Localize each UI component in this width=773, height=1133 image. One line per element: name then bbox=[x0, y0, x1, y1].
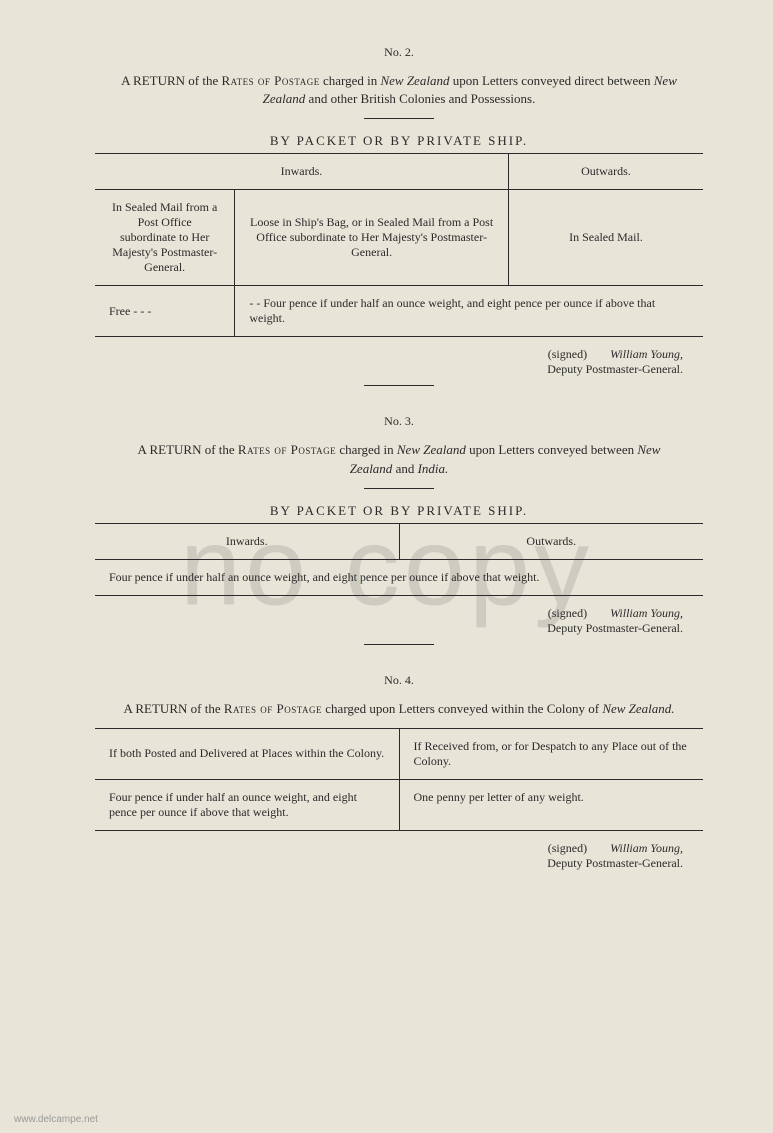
col1-header: If both Posted and Delivered at Places w… bbox=[95, 729, 399, 780]
title-smallcaps: Rates of Postage bbox=[224, 701, 322, 716]
header-inwards: Inwards. bbox=[95, 154, 508, 190]
title-text: upon Letters conveyed between bbox=[466, 442, 637, 457]
title-italic: India. bbox=[418, 461, 449, 476]
signed-label: (signed) bbox=[548, 347, 587, 361]
col1-header: In Sealed Mail from a Post Office subord… bbox=[95, 190, 235, 286]
signature-block: (signed) William Young, Deputy Postmaste… bbox=[95, 841, 703, 871]
col2-body: One penny per letter of any weight. bbox=[399, 779, 703, 830]
table-row: Free - - - - - Four pence if under half … bbox=[95, 286, 703, 337]
section-title: A RETURN of the Rates of Postage charged… bbox=[95, 700, 703, 718]
rule-separator bbox=[364, 385, 434, 386]
rule-separator bbox=[95, 336, 703, 337]
col3-header: In Sealed Mail. bbox=[508, 190, 703, 286]
section-number: No. 3. bbox=[95, 414, 703, 429]
signature-block: (signed) William Young, Deputy Postmaste… bbox=[95, 347, 703, 377]
col2-header: If Received from, or for Despatch to any… bbox=[399, 729, 703, 780]
title-text: upon Letters conveyed direct between bbox=[449, 73, 653, 88]
header-inwards: Inwards. bbox=[95, 524, 399, 560]
col1-body: Four pence if under half an ounce weight… bbox=[95, 779, 399, 830]
rule-separator bbox=[95, 595, 703, 596]
section-title: A RETURN of the Rates of Postage charged… bbox=[95, 441, 703, 477]
signed-title: Deputy Postmaster-General. bbox=[95, 621, 683, 636]
rates-table-no3: Inwards. Outwards. Four pence if under h… bbox=[95, 524, 703, 595]
table-row: Four pence if under half an ounce weight… bbox=[95, 559, 703, 595]
rate-value: Four pence if under half an ounce weight… bbox=[95, 559, 703, 595]
title-text: A RETURN of the bbox=[123, 701, 223, 716]
header-outwards: Outwards. bbox=[399, 524, 703, 560]
title-smallcaps: Rates of Postage bbox=[238, 442, 336, 457]
title-text: A RETURN of the bbox=[121, 73, 221, 88]
rule-separator bbox=[364, 488, 434, 489]
table-row: Inwards. Outwards. bbox=[95, 524, 703, 560]
rule-separator bbox=[95, 830, 703, 831]
title-smallcaps: Rates of Postage bbox=[222, 73, 320, 88]
signed-label: (signed) bbox=[548, 841, 587, 855]
title-italic: New Zealand bbox=[380, 73, 449, 88]
signed-name: William Young, bbox=[610, 347, 683, 361]
subtitle: BY PACKET OR BY PRIVATE SHIP. bbox=[95, 503, 703, 519]
rates-table-no2: Inwards. Outwards. In Sealed Mail from a… bbox=[95, 154, 703, 336]
section-number: No. 2. bbox=[95, 45, 703, 60]
header-outwards: Outwards. bbox=[508, 154, 703, 190]
signed-name: William Young, bbox=[610, 841, 683, 855]
table-row: In Sealed Mail from a Post Office subord… bbox=[95, 190, 703, 286]
signature-block: (signed) William Young, Deputy Postmaste… bbox=[95, 606, 703, 636]
rule-separator bbox=[364, 118, 434, 119]
signed-title: Deputy Postmaster-General. bbox=[95, 856, 683, 871]
section-no4: No. 4. A RETURN of the Rates of Postage … bbox=[95, 673, 703, 871]
title-text: charged upon Letters conveyed within the… bbox=[322, 701, 602, 716]
title-italic: New Zealand bbox=[397, 442, 466, 457]
signed-title: Deputy Postmaster-General. bbox=[95, 362, 683, 377]
title-text: and other British Colonies and Possessio… bbox=[305, 91, 535, 106]
section-number: No. 4. bbox=[95, 673, 703, 688]
rate-free: Free - - - bbox=[95, 286, 235, 337]
subtitle: BY PACKET OR BY PRIVATE SHIP. bbox=[95, 133, 703, 149]
table-row: Four pence if under half an ounce weight… bbox=[95, 779, 703, 830]
table-row: Inwards. Outwards. bbox=[95, 154, 703, 190]
title-text: charged in bbox=[336, 442, 397, 457]
title-text: and bbox=[392, 461, 417, 476]
col2-header: Loose in Ship's Bag, or in Sealed Mail f… bbox=[235, 190, 509, 286]
rule-separator bbox=[364, 644, 434, 645]
rate-value: - - Four pence if under half an ounce we… bbox=[235, 286, 703, 337]
title-text: charged in bbox=[320, 73, 381, 88]
section-no2: No. 2. A RETURN of the Rates of Postage … bbox=[95, 45, 703, 386]
section-no3: No. 3. A RETURN of the Rates of Postage … bbox=[95, 414, 703, 644]
title-text: A RETURN of the bbox=[138, 442, 238, 457]
signed-name: William Young, bbox=[610, 606, 683, 620]
footer-link: www.delcampe.net bbox=[14, 1114, 98, 1125]
table-row: If both Posted and Delivered at Places w… bbox=[95, 729, 703, 780]
title-italic: New Zealand. bbox=[602, 701, 674, 716]
signed-label: (signed) bbox=[548, 606, 587, 620]
section-title: A RETURN of the Rates of Postage charged… bbox=[95, 72, 703, 108]
rates-table-no4: If both Posted and Delivered at Places w… bbox=[95, 729, 703, 830]
